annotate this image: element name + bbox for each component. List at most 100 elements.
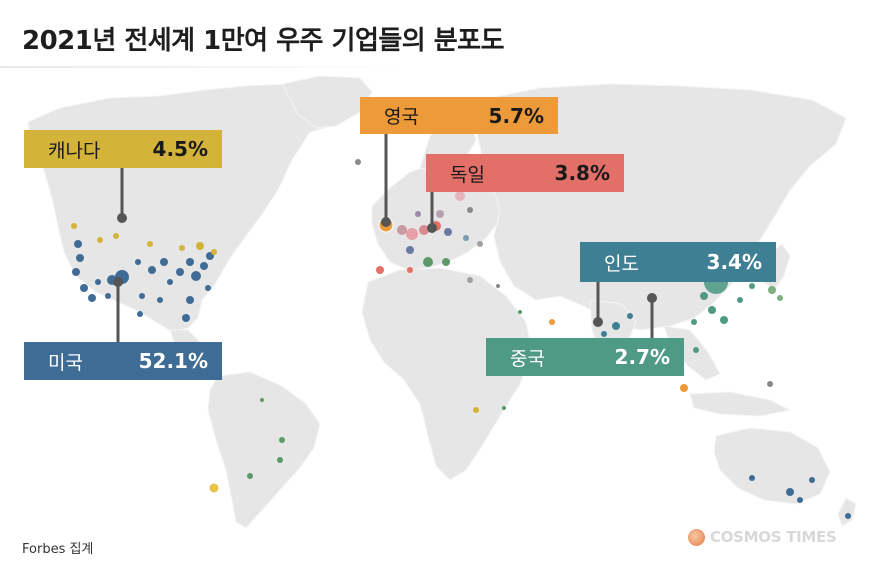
dot: [208, 482, 220, 494]
label-canada-name: 캐나다: [48, 139, 101, 162]
dot: [179, 245, 185, 251]
source-note: Forbes 집계: [22, 542, 94, 557]
dot: [700, 292, 708, 300]
dot: [749, 475, 755, 481]
dot: [777, 295, 783, 301]
dot: [147, 241, 153, 247]
south-america-landmass: [207, 371, 321, 529]
dot: [444, 228, 452, 236]
dot: [442, 258, 450, 266]
endpoint-usa: [113, 277, 123, 287]
label-germany-name: 독일: [450, 163, 485, 186]
dot: [749, 283, 755, 289]
dot: [95, 279, 101, 285]
dot: [601, 331, 607, 337]
dot: [260, 398, 264, 402]
dot: [549, 319, 555, 325]
label-usa: 미국 52.1%: [24, 342, 222, 380]
label-china-pct: 2.7%: [614, 345, 670, 369]
dot: [76, 254, 84, 262]
dot: [72, 268, 80, 276]
dot: [71, 223, 77, 229]
dot: [419, 225, 429, 235]
dot: [105, 293, 111, 299]
indonesia-landmass: [689, 391, 792, 417]
endpoint-india: [593, 317, 603, 327]
dot: [186, 296, 194, 304]
dot: [139, 293, 145, 299]
dot: [279, 437, 285, 443]
dot: [612, 322, 620, 330]
page-title: 2021년 전세계 1만여 우주 기업들의 분포도: [22, 26, 505, 56]
label-uk: 영국 5.7%: [360, 97, 558, 134]
dot: [406, 228, 418, 240]
dot: [436, 210, 444, 218]
dot: [160, 258, 168, 266]
dot: [415, 211, 421, 217]
dot: [176, 268, 184, 276]
asia-landmass: [475, 83, 847, 331]
dot: [167, 279, 173, 285]
dot: [720, 316, 728, 324]
dot: [113, 233, 119, 239]
label-china-name: 중국: [510, 347, 545, 370]
dot: [627, 313, 633, 319]
dot: [473, 407, 479, 413]
dot: [809, 477, 815, 483]
endpoint-germany: [427, 223, 437, 233]
dot: [376, 266, 384, 274]
dot: [97, 237, 103, 243]
north-america-landmass: [27, 83, 353, 333]
dot: [182, 314, 190, 322]
dot: [463, 235, 469, 241]
label-india-name: 인도: [604, 252, 639, 275]
dot: [502, 406, 506, 410]
dot: [247, 473, 253, 479]
dot: [397, 225, 407, 235]
dot: [137, 311, 143, 317]
endpoint-canada: [117, 213, 127, 223]
label-canada: 캐나다 4.5%: [24, 130, 222, 168]
label-germany-pct: 3.8%: [554, 161, 610, 185]
label-india-pct: 3.4%: [706, 250, 762, 274]
label-germany: 독일 3.8%: [426, 154, 624, 192]
dot: [467, 277, 473, 283]
dot: [767, 381, 773, 387]
label-usa-name: 미국: [48, 351, 83, 374]
label-canada-pct: 4.5%: [152, 137, 208, 161]
dot: [423, 257, 433, 267]
dot: [135, 259, 141, 265]
dot: [277, 457, 283, 463]
label-india: 인도 3.4%: [580, 242, 776, 282]
brand-logo: COSMOS TIMES: [688, 528, 837, 546]
dot: [80, 284, 88, 292]
title-divider: [0, 66, 410, 68]
dot: [768, 286, 776, 294]
dot: [406, 246, 414, 254]
australia-landmass: [713, 427, 831, 505]
label-china: 중국 2.7%: [486, 338, 684, 376]
dot: [518, 310, 522, 314]
dot: [157, 297, 163, 303]
dot: [186, 258, 194, 266]
endpoint-uk: [381, 217, 391, 227]
dot: [845, 513, 851, 519]
label-uk-pct: 5.7%: [488, 103, 544, 128]
label-usa-pct: 52.1%: [138, 349, 208, 373]
dot: [467, 207, 473, 213]
dot: [693, 347, 699, 353]
dot: [708, 306, 716, 314]
dot: [200, 262, 208, 270]
dot: [477, 241, 483, 247]
dot: [211, 249, 217, 255]
dot: [88, 294, 96, 302]
endpoint-china: [647, 293, 657, 303]
dot: [797, 497, 803, 503]
dot: [74, 240, 82, 248]
leader-endpoints: [113, 213, 657, 327]
label-uk-name: 영국: [384, 106, 419, 128]
new-zealand-landmass: [837, 497, 857, 527]
dot: [737, 297, 743, 303]
dot: [680, 384, 688, 392]
